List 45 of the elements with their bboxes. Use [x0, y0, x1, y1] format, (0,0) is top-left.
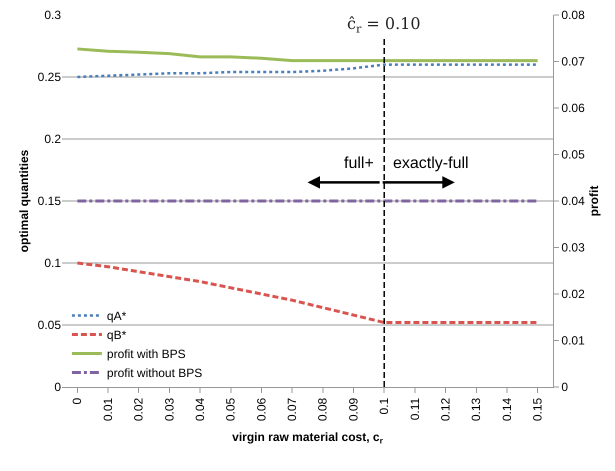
y2-tick-label: 0.06 — [561, 101, 586, 116]
y-axis-title: optimal quantities — [17, 149, 31, 252]
x-tick-label: 0.06 — [254, 397, 268, 422]
x-tick-label: 0.07 — [285, 397, 300, 422]
x-tick-label: 0.12 — [438, 397, 452, 422]
legend-label: profit with BPS — [106, 347, 186, 362]
x-axis-title: virgin raw material cost, c$_{r}$ — [232, 430, 384, 446]
x-tick-label: 0.15 — [530, 397, 545, 422]
x-tick-label: 0.01 — [100, 397, 115, 422]
x-tick-label: 0.1 — [377, 397, 392, 414]
y2-axis-title: profit — [587, 186, 602, 216]
y-tick-label: 0.05 — [38, 318, 62, 332]
y2-tick-label: 0.03 — [561, 240, 586, 255]
legend-label: profit without BPS — [106, 366, 202, 380]
x-tick-label: 0.14 — [500, 397, 514, 422]
x-tick-label: 0.09 — [346, 397, 360, 422]
x-tick-label: 0 — [70, 397, 84, 404]
y2-tick-label: 0.05 — [561, 148, 586, 162]
line-series — [76, 262, 540, 324]
annotation: full+ — [344, 155, 374, 172]
x-tick-label: 0.03 — [162, 397, 176, 422]
y2-tick-label: 0.01 — [561, 334, 586, 348]
y2-tick-label: 0.04 — [561, 194, 586, 208]
x-tick-label: 0.02 — [132, 397, 146, 422]
y-tick-label: 0 — [54, 380, 62, 394]
y-tick-label: 0.25 — [38, 70, 62, 84]
x-tick-label: 0.05 — [224, 397, 238, 422]
x-tick-label: 0.11 — [408, 397, 422, 420]
y2-tick-label: 0 — [561, 380, 568, 394]
legend-label: qA* — [106, 309, 127, 324]
legend-label: qB* — [106, 328, 127, 342]
ref-line-label: ĉ$_{r}$ = 0.10 — [347, 14, 421, 36]
line-series — [76, 63, 539, 78]
y2-tick-label: 0.08 — [561, 8, 586, 22]
y2-tick-label: 0.07 — [561, 54, 586, 69]
y-tick-label: 0.3 — [44, 8, 62, 22]
y-tick-label: 0.1 — [44, 256, 62, 270]
x-tick-label: 0.13 — [469, 397, 484, 422]
y-tick-label: 0.2 — [44, 132, 62, 146]
x-tick-label: 0.04 — [192, 397, 207, 422]
y-tick-label: 0.15 — [38, 194, 62, 208]
x-tick-label: 0.08 — [316, 397, 330, 422]
line-series — [76, 47, 540, 62]
y2-tick-label: 0.02 — [561, 287, 586, 302]
annotation: exactly-full — [393, 155, 469, 172]
